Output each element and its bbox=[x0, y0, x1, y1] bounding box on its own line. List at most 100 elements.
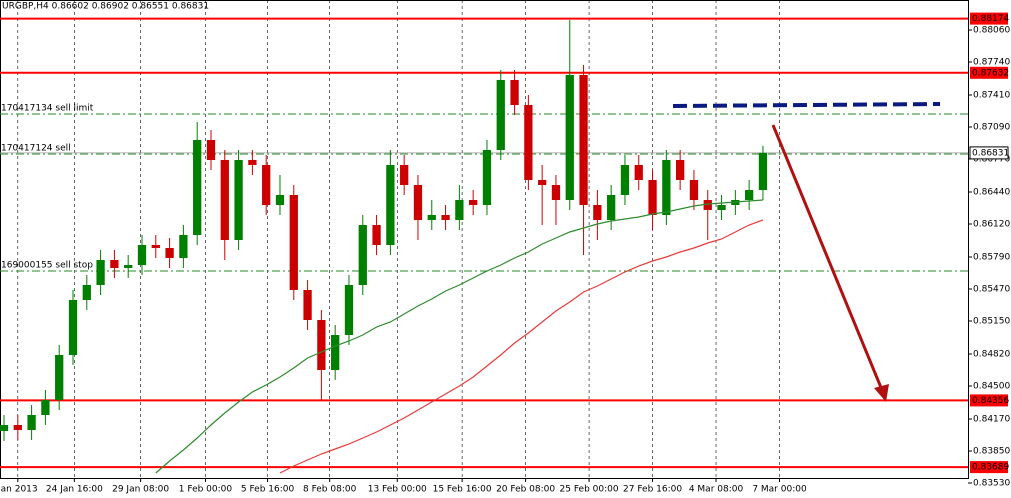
candle-body bbox=[331, 335, 340, 370]
price-tag bbox=[969, 146, 1009, 160]
candle-body bbox=[96, 260, 105, 285]
level-label: 0.87632 bbox=[972, 68, 1009, 78]
candle-body bbox=[372, 225, 381, 245]
level-label: 0.88174 bbox=[972, 14, 1009, 24]
candle-body bbox=[386, 165, 395, 245]
candle-body bbox=[234, 160, 243, 240]
chart-title: URGBP,H4 0.86602 0.86902 0.86551 0.86831 bbox=[2, 2, 209, 12]
level-tag bbox=[970, 394, 1008, 407]
candle-body bbox=[151, 245, 160, 248]
candle-body bbox=[110, 260, 119, 268]
level-tag bbox=[970, 461, 1008, 474]
order-label: 169000155 sell stop bbox=[1, 261, 93, 271]
candle-body bbox=[0, 425, 9, 431]
candle-body bbox=[427, 215, 436, 220]
candle-body bbox=[179, 235, 188, 258]
plot-frame bbox=[0, 0, 969, 479]
candle-body bbox=[344, 285, 354, 335]
y-tick-label: 0.88060 bbox=[973, 26, 1010, 36]
y-tick-label: 0.86440 bbox=[973, 188, 1010, 198]
candle-body bbox=[482, 150, 492, 205]
x-tick-label: 7 Mar 00:00 bbox=[752, 485, 807, 495]
candle-body bbox=[55, 355, 64, 400]
y-tick-label: 0.83530 bbox=[973, 479, 1010, 489]
y-tick-label: 0.87410 bbox=[973, 91, 1010, 101]
candle-body bbox=[13, 425, 22, 430]
level-label: 0.83689 bbox=[972, 463, 1009, 473]
drawn-arrow bbox=[771, 124, 884, 391]
order-label: 170417124 sell bbox=[1, 144, 71, 154]
candle-body bbox=[496, 80, 505, 150]
marks bbox=[0, 20, 768, 474]
x-tick-label: Jan 2013 bbox=[0, 485, 38, 495]
y-tick-label: 0.87740 bbox=[973, 58, 1010, 68]
candle-body bbox=[82, 285, 91, 300]
candle-body bbox=[206, 140, 216, 160]
candle-body bbox=[745, 190, 754, 200]
candle-body bbox=[607, 195, 616, 220]
candle-body bbox=[648, 180, 657, 215]
y-tick-label: 0.85470 bbox=[973, 285, 1010, 295]
candle-body bbox=[275, 195, 285, 205]
grid: 170417134 sell limit 170417124 sell 169000… bbox=[0, 0, 968, 478]
y-tick-label: 0.85790 bbox=[973, 253, 1010, 263]
candle-body bbox=[220, 160, 229, 240]
x-tick-label: 25 Feb 00:00 bbox=[560, 485, 619, 495]
y-tick-label: 0.85150 bbox=[973, 317, 1010, 327]
candle-body bbox=[400, 165, 409, 185]
y-tick-label: 0.83850 bbox=[973, 447, 1010, 457]
order-label: 170417134 sell limit bbox=[1, 104, 94, 114]
x-tick-label: 20 Feb 08:00 bbox=[496, 485, 555, 495]
candle-body bbox=[262, 165, 271, 205]
candle-body bbox=[524, 105, 533, 180]
level-tag bbox=[970, 12, 1008, 25]
candle-body bbox=[303, 290, 312, 320]
y-tick-label: 0.86120 bbox=[973, 220, 1010, 230]
moving-average bbox=[279, 219, 764, 474]
candle-body bbox=[441, 215, 450, 220]
x-tick-label: 27 Feb 16:00 bbox=[623, 485, 682, 495]
level-tag bbox=[970, 66, 1008, 79]
x-tick-label: 4 Mar 08:00 bbox=[689, 485, 744, 495]
candle-body bbox=[27, 415, 36, 430]
arrow-head bbox=[874, 384, 889, 402]
candle-body bbox=[662, 160, 671, 215]
candle-body bbox=[551, 185, 561, 200]
candle-body bbox=[758, 152, 768, 190]
candle-body bbox=[717, 205, 726, 210]
y-tick-label: 0.86770 bbox=[973, 155, 1010, 165]
candle-body bbox=[317, 320, 326, 370]
candle-body bbox=[538, 180, 547, 185]
candle-body bbox=[358, 225, 367, 285]
level-label: 0.84356 bbox=[972, 396, 1009, 406]
x-tick-label: 29 Jan 08:00 bbox=[112, 485, 169, 495]
y-tick-label: 0.84820 bbox=[973, 350, 1010, 360]
moving-average bbox=[155, 199, 763, 474]
candle-body bbox=[579, 75, 588, 205]
candle-body bbox=[510, 80, 519, 105]
candle-body bbox=[165, 248, 174, 258]
candle-body bbox=[620, 165, 630, 195]
candle-body bbox=[565, 75, 574, 200]
candle-body bbox=[248, 160, 257, 165]
candle-body bbox=[593, 205, 602, 220]
price-label: 0.86831 bbox=[972, 148, 1009, 158]
x-tick-label: 8 Feb 08:00 bbox=[303, 485, 357, 495]
y-tick-label: 0.84170 bbox=[973, 415, 1010, 425]
x-tick-label: 5 Feb 16:00 bbox=[241, 485, 295, 495]
candle-body bbox=[124, 265, 133, 268]
y-tick-label: 0.87090 bbox=[973, 123, 1010, 133]
candle-body bbox=[676, 160, 685, 180]
candle-body bbox=[193, 140, 202, 235]
drawn-resistance bbox=[672, 102, 941, 108]
candle-body bbox=[413, 185, 423, 220]
candle-body bbox=[455, 200, 464, 220]
candle-body bbox=[469, 200, 478, 205]
x-tick-label: 13 Feb 00:00 bbox=[368, 485, 427, 495]
x-tick-label: 1 Feb 00:00 bbox=[179, 485, 233, 495]
x-tick-label: 15 Feb 16:00 bbox=[433, 485, 492, 495]
y-tick-label: 0.84500 bbox=[973, 382, 1010, 392]
candle-body bbox=[137, 245, 147, 265]
candle-body bbox=[689, 180, 699, 200]
